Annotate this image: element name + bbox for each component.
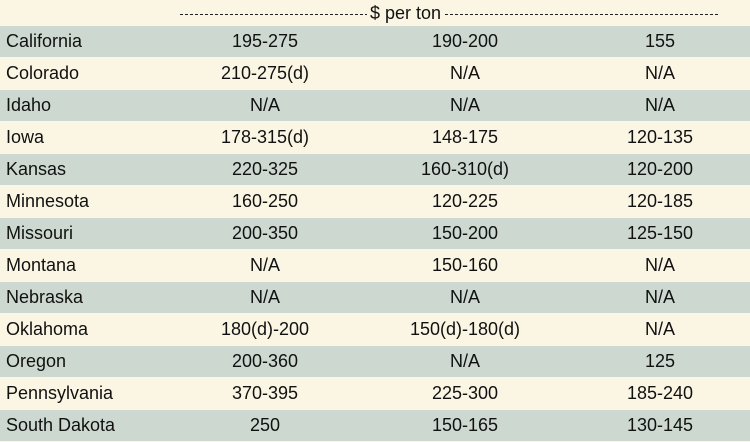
price-cell: 120-185	[570, 185, 750, 218]
price-cell: N/A	[570, 281, 750, 314]
price-cell: 178-315(d)	[170, 121, 360, 154]
price-cell: N/A	[360, 57, 570, 90]
state-cell: Idaho	[0, 89, 170, 122]
unit-header: $ per ton	[0, 0, 750, 26]
table-row: Kansas 220-325 160-310(d) 120-200	[0, 153, 750, 186]
price-cell: N/A	[170, 281, 360, 314]
price-cell: 160-310(d)	[360, 153, 570, 186]
price-cell: 120-200	[570, 153, 750, 186]
state-cell: Montana	[0, 249, 170, 282]
dashed-divider	[180, 14, 718, 15]
state-cell: Kansas	[0, 153, 170, 186]
price-cell: 125	[570, 345, 750, 378]
state-cell: Colorado	[0, 57, 170, 90]
state-cell: Iowa	[0, 121, 170, 154]
price-cell: 150(d)-180(d)	[360, 313, 570, 346]
price-cell: 148-175	[360, 121, 570, 154]
price-cell: 120-135	[570, 121, 750, 154]
price-cell: 190-200	[360, 26, 570, 58]
price-cell: 220-325	[170, 153, 360, 186]
price-cell: N/A	[170, 249, 360, 282]
table-row: Pennsylvania 370-395 225-300 185-240	[0, 377, 750, 410]
price-cell: 150-200	[360, 217, 570, 250]
price-cell: N/A	[360, 281, 570, 314]
table-row: California 195-275 190-200 155	[0, 26, 750, 58]
price-cell: 150-165	[360, 409, 570, 442]
price-cell: 130-145	[570, 409, 750, 442]
state-cell: Oklahoma	[0, 313, 170, 346]
state-cell: Missouri	[0, 217, 170, 250]
table-row: Montana N/A 150-160 N/A	[0, 249, 750, 282]
price-cell: 150-160	[360, 249, 570, 282]
table-row: Iowa 178-315(d) 148-175 120-135	[0, 121, 750, 154]
price-cell: 185-240	[570, 377, 750, 410]
table-row: Colorado 210-275(d) N/A N/A	[0, 57, 750, 90]
price-cell: N/A	[360, 89, 570, 122]
price-cell: N/A	[360, 345, 570, 378]
table-row: South Dakota 250 150-165 130-145	[0, 409, 750, 442]
price-cell: 210-275(d)	[170, 57, 360, 90]
price-cell: 225-300	[360, 377, 570, 410]
table-row: Nebraska N/A N/A N/A	[0, 281, 750, 314]
unit-label: $ per ton	[367, 0, 445, 26]
price-cell: 200-350	[170, 217, 360, 250]
price-cell: 155	[570, 26, 750, 58]
price-cell: N/A	[570, 313, 750, 346]
state-cell: Minnesota	[0, 185, 170, 218]
price-cell: 250	[170, 409, 360, 442]
state-cell: Oregon	[0, 345, 170, 378]
price-table: California 195-275 190-200 155 Colorado …	[0, 26, 750, 442]
state-cell: California	[0, 26, 170, 58]
price-cell: 180(d)-200	[170, 313, 360, 346]
price-cell: N/A	[570, 89, 750, 122]
table-row: Idaho N/A N/A N/A	[0, 89, 750, 122]
price-cell: 195-275	[170, 26, 360, 58]
table-row: Oklahoma 180(d)-200 150(d)-180(d) N/A	[0, 313, 750, 346]
price-cell: 160-250	[170, 185, 360, 218]
price-cell: 200-360	[170, 345, 360, 378]
table-row: Missouri 200-350 150-200 125-150	[0, 217, 750, 250]
price-cell: N/A	[170, 89, 360, 122]
price-cell: N/A	[570, 57, 750, 90]
price-cell: N/A	[570, 249, 750, 282]
state-cell: Pennsylvania	[0, 377, 170, 410]
price-cell: 125-150	[570, 217, 750, 250]
table-row: Oregon 200-360 N/A 125	[0, 345, 750, 378]
price-cell: 120-225	[360, 185, 570, 218]
price-cell: 370-395	[170, 377, 360, 410]
state-cell: Nebraska	[0, 281, 170, 314]
table-row: Minnesota 160-250 120-225 120-185	[0, 185, 750, 218]
state-cell: South Dakota	[0, 409, 170, 442]
